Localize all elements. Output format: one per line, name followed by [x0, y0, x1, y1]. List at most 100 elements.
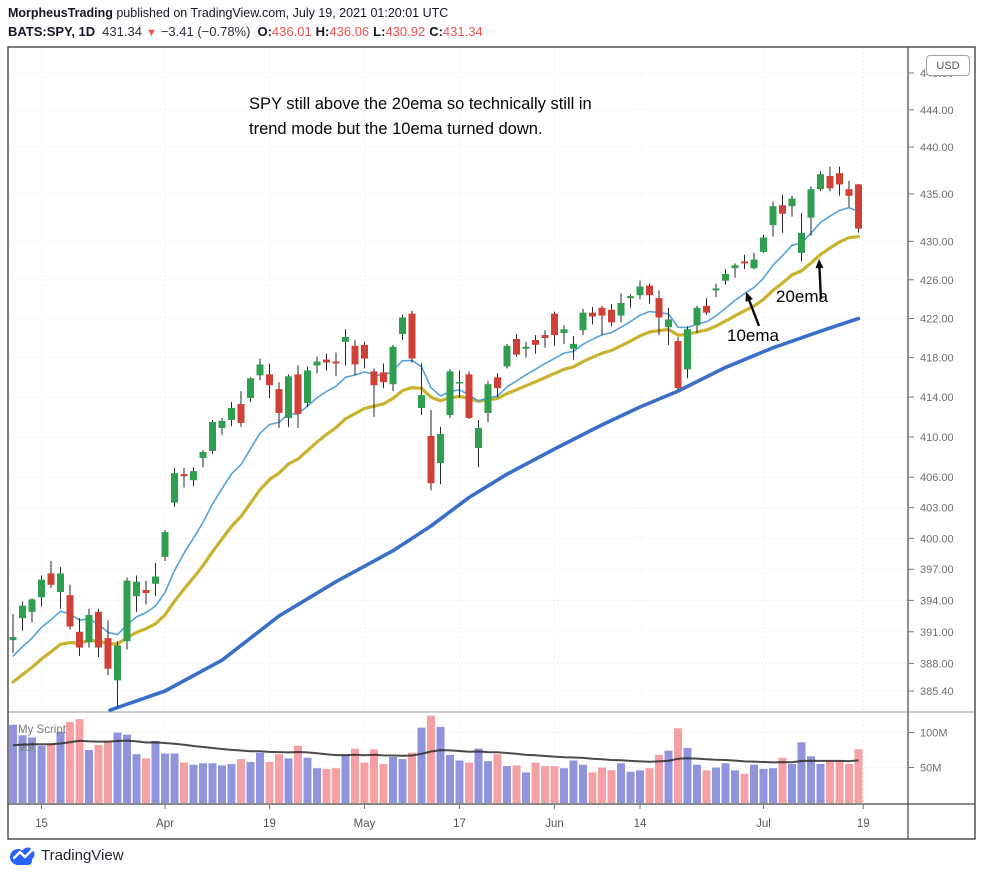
- candle-body: [161, 532, 169, 557]
- candle-body: [769, 206, 777, 226]
- ma50: [108, 316, 861, 713]
- candle-body: [494, 377, 501, 389]
- volume-bar: [284, 758, 293, 803]
- volume-bar: [370, 749, 378, 803]
- candle-body: [152, 576, 159, 584]
- volume-bar: [237, 759, 245, 803]
- volume-tick-label: 100M: [920, 728, 948, 740]
- candle-body: [218, 420, 226, 428]
- candle-body: [712, 288, 720, 291]
- close-label: C:: [429, 24, 443, 39]
- price-tick-label: 391.00: [920, 627, 954, 639]
- currency-badge[interactable]: USD: [926, 55, 970, 76]
- volume-bar: [835, 760, 844, 803]
- candle-body: [798, 232, 805, 253]
- down-triangle-icon: ▼: [145, 27, 157, 39]
- candle-body: [826, 176, 834, 189]
- outer-border: [7, 46, 976, 840]
- volume-ma-line: [12, 739, 859, 764]
- volume-bar: [246, 761, 255, 803]
- candle-body: [598, 307, 606, 316]
- volume-bar: [104, 740, 112, 803]
- candle-body: [28, 599, 36, 612]
- candle-body: [389, 346, 397, 385]
- candle-body: [190, 471, 197, 481]
- volume-bar: [569, 760, 578, 803]
- volume-bar: [712, 767, 720, 803]
- candle-body: [9, 637, 17, 641]
- volume-bar: [408, 752, 416, 803]
- volume-bar: [332, 768, 340, 803]
- volume-bar: [560, 768, 568, 803]
- candle-body: [655, 298, 663, 318]
- tradingview-logo-icon[interactable]: [8, 843, 38, 867]
- time-tick-label: 19: [857, 818, 870, 830]
- candle-body: [541, 335, 549, 338]
- candle-body: [76, 631, 83, 648]
- open-value: 436.01: [271, 24, 312, 39]
- candle-body: [636, 286, 644, 296]
- close-value: 431.34: [442, 24, 483, 39]
- candle-body: [589, 312, 596, 317]
- volume-bar: [702, 770, 711, 803]
- volume-indicator-title: My Script: [18, 724, 67, 736]
- volume-bar: [750, 764, 758, 803]
- volume-bar: [56, 731, 65, 803]
- volume-bar: [674, 728, 682, 803]
- volume-bar: [617, 763, 625, 803]
- candle-body: [123, 580, 131, 642]
- arrow-10ema-head: [745, 292, 753, 302]
- volume-bar: [256, 752, 264, 803]
- volume-bar: [303, 757, 312, 803]
- label-20ema: 20ema: [776, 287, 828, 306]
- candle-body: [370, 371, 378, 386]
- candle-body: [665, 319, 672, 328]
- candlestick-series: [9, 166, 862, 708]
- volume-bar: [142, 758, 150, 803]
- candle-body: [57, 573, 64, 593]
- arrow-20ema-head: [815, 259, 824, 269]
- volume-bar: [341, 754, 350, 803]
- volume-bar: [598, 767, 606, 803]
- volume-bar: [37, 745, 46, 803]
- candle-body: [845, 189, 853, 196]
- time-tick-label: Jun: [545, 818, 564, 830]
- volume-bar: [721, 763, 730, 803]
- chart-note: SPY still above the 20ema so technically…: [249, 92, 592, 142]
- price-tick-label: 410.00: [920, 432, 954, 444]
- candle-body: [408, 313, 416, 359]
- candle-body: [807, 189, 815, 218]
- volume-bar: [826, 760, 834, 803]
- volume-bar: [693, 764, 701, 803]
- price-tick-label: 426.00: [920, 275, 954, 287]
- volume-bar: [845, 764, 853, 803]
- candle-body: [380, 372, 387, 383]
- candle-body: [779, 205, 786, 214]
- time-tick-label: Apr: [156, 818, 174, 830]
- candle-body: [855, 184, 862, 229]
- tradingview-logo-text[interactable]: TradingView: [41, 847, 124, 864]
- volume-bar: [208, 763, 217, 803]
- candle-body: [142, 589, 150, 594]
- candle-body: [427, 435, 435, 484]
- volume-bar: [816, 764, 825, 803]
- candle-body: [38, 579, 45, 598]
- candle-body: [532, 339, 539, 345]
- volume-bar: [379, 764, 388, 803]
- volume-bar: [28, 737, 36, 803]
- volume-bar: [75, 719, 84, 803]
- candle-body: [608, 309, 615, 323]
- volume-bar: [740, 773, 749, 803]
- candle-body: [228, 407, 235, 420]
- candle-body: [684, 329, 691, 370]
- publish-info: published on TradingView.com, July 19, 2…: [112, 6, 449, 20]
- volume-bar: [455, 760, 464, 803]
- candle-body: [209, 421, 216, 451]
- volume-tick-label: 50M: [920, 763, 941, 775]
- price-tick-label: 406.00: [920, 472, 954, 484]
- volume-bar: [351, 748, 359, 803]
- candle-body: [750, 259, 758, 269]
- volume-bar: [446, 754, 454, 803]
- price-tick-label: 422.00: [920, 313, 954, 325]
